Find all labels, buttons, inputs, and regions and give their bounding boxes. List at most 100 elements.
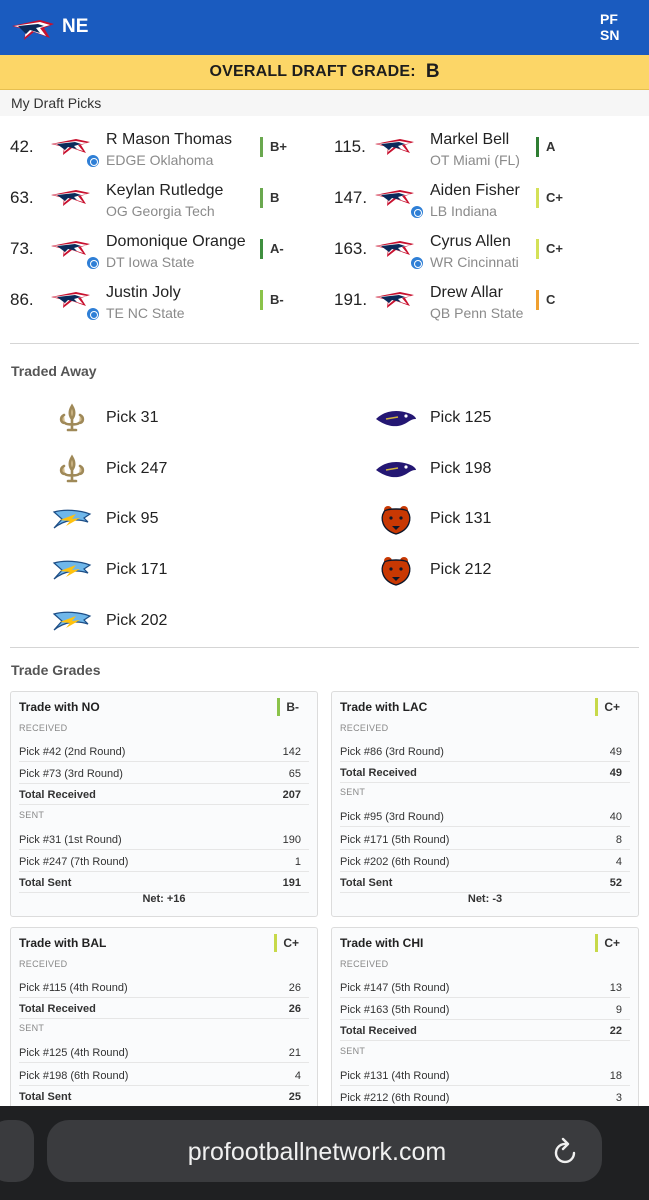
address-bar[interactable]: profootballnetwork.com (47, 1120, 602, 1182)
trade-grade-badge: C+ (595, 934, 620, 952)
draft-pick-row[interactable]: 163. Cyrus Allen WR Cincinnati C+ (334, 233, 634, 277)
section-traded-away: Traded Away (11, 363, 97, 379)
table-row: Pick #163 (5th Round) 9 (340, 1000, 630, 1020)
patriots-logo-icon (51, 241, 90, 257)
trade-grade-badge: B- (277, 698, 299, 716)
total-sent-row: Total Sent 52 (340, 873, 630, 893)
sent-label: SENT (340, 787, 366, 797)
brand-line-2: SN (600, 27, 619, 42)
pick-number: 42. (10, 137, 34, 156)
traded-pick-label: Pick 31 (106, 409, 159, 426)
pick-grade: A (536, 137, 555, 157)
ravens-logo-icon (376, 411, 416, 427)
pick-grade: B (260, 188, 279, 208)
star-badge-icon (85, 153, 101, 169)
overall-grade-value: B (425, 61, 440, 82)
table-row: Pick #147 (5th Round) 13 (340, 978, 630, 998)
draft-pick-row[interactable]: 73. Domonique Orange DT Iowa State A- (10, 233, 310, 277)
player-name[interactable]: Cyrus Allen (430, 233, 511, 250)
traded-pick-label: Pick 171 (106, 561, 168, 578)
table-row: Pick #212 (6th Round) 3 (340, 1088, 630, 1108)
draft-pick-row[interactable]: 115. Markel Bell OT Miami (FL) A (334, 131, 634, 175)
table-row: Pick #202 (6th Round) 4 (340, 852, 630, 872)
team-header: NE PF SN (0, 0, 649, 55)
traded-pick-label: Pick 202 (106, 612, 168, 629)
traded-pick-item: Pick 212 (334, 551, 634, 591)
sent-label: SENT (19, 810, 45, 820)
player-name[interactable]: R Mason Thomas (106, 131, 232, 148)
player-name[interactable]: Justin Joly (106, 284, 181, 301)
star-badge-icon (85, 306, 101, 322)
player-name[interactable]: Markel Bell (430, 131, 510, 148)
player-position-school: QB Penn State (430, 305, 524, 321)
total-received-row: Total Received 22 (340, 1021, 630, 1041)
traded-pick-label: Pick 212 (430, 561, 492, 578)
traded-pick-item: Pick 171 (10, 551, 310, 591)
draft-pick-row[interactable]: 191. Drew Allar QB Penn State C (334, 284, 634, 328)
traded-pick-label: Pick 95 (106, 510, 159, 527)
traded-pick-item: Pick 202 (10, 602, 310, 642)
saints-logo-icon (59, 454, 85, 483)
traded-pick-item: Pick 31 (10, 399, 310, 439)
trade-title: Trade with NO (19, 700, 100, 714)
pick-number: 63. (10, 188, 34, 207)
trade-title: Trade with BAL (19, 936, 107, 950)
section-my-draft-picks: My Draft Picks (0, 90, 649, 116)
patriots-logo-icon (375, 292, 414, 308)
player-position-school: WR Cincinnati (430, 254, 519, 270)
browser-toolbar: profootballnetwork.com (0, 1106, 649, 1200)
section-trade-grades: Trade Grades (11, 662, 101, 678)
traded-pick-item: Pick 95 (10, 500, 310, 540)
table-row: Pick #73 (3rd Round) 65 (19, 764, 309, 784)
pick-grade: C+ (536, 188, 563, 208)
table-row: Pick #86 (3rd Round) 49 (340, 742, 630, 762)
draft-pick-row[interactable]: 86. Justin Joly TE NC State B- (10, 284, 310, 328)
divider (10, 343, 639, 344)
patriots-logo-icon (375, 241, 414, 257)
player-name[interactable]: Drew Allar (430, 284, 503, 301)
player-name[interactable]: Domonique Orange (106, 233, 246, 250)
chargers-logo-icon (52, 611, 92, 631)
table-row: Pick #115 (4th Round) 26 (19, 978, 309, 998)
trade-title: Trade with CHI (340, 936, 424, 950)
draft-pick-row[interactable]: 42. R Mason Thomas EDGE Oklahoma B+ (10, 131, 310, 175)
url-text[interactable]: profootballnetwork.com (187, 1138, 447, 1166)
trade-title: Trade with LAC (340, 700, 428, 714)
pick-number: 115. (334, 137, 366, 156)
reload-icon[interactable] (552, 1136, 580, 1166)
net-value: Net: +16 (142, 893, 186, 905)
trade-card-chi: Trade with CHI C+ RECEIVED Pick #147 (5t… (331, 927, 639, 1117)
tabs-button[interactable] (0, 1120, 34, 1182)
player-name[interactable]: Keylan Rutledge (106, 182, 224, 199)
traded-pick-item: Pick 125 (334, 399, 634, 439)
net-value: Net: -3 (467, 893, 503, 905)
star-badge-icon (409, 255, 425, 271)
total-received-row: Total Received 207 (19, 785, 309, 805)
table-row: Pick #247 (7th Round) 1 (19, 852, 309, 872)
traded-pick-item: Pick 131 (334, 500, 634, 540)
table-row: Pick #125 (4th Round) 21 (19, 1043, 309, 1063)
pick-number: 86. (10, 290, 34, 309)
total-sent-row: Total Sent 25 (19, 1087, 309, 1107)
bears-logo-icon (381, 506, 411, 535)
patriots-logo-icon (12, 20, 54, 40)
traded-pick-label: Pick 198 (430, 460, 492, 477)
table-row: Pick #42 (2nd Round) 142 (19, 742, 309, 762)
received-label: RECEIVED (19, 723, 68, 733)
pfsn-logo-icon[interactable]: PF SN (598, 10, 628, 42)
draft-pick-row[interactable]: 147. Aiden Fisher LB Indiana C+ (334, 182, 634, 226)
table-row: Pick #95 (3rd Round) 40 (340, 807, 630, 827)
sent-label: SENT (19, 1023, 45, 1033)
table-row: Pick #198 (6th Round) 4 (19, 1066, 309, 1086)
player-name[interactable]: Aiden Fisher (430, 182, 520, 199)
pick-grade: C+ (536, 239, 563, 259)
divider (10, 647, 639, 648)
chargers-logo-icon (52, 509, 92, 529)
draft-pick-row[interactable]: 63. Keylan Rutledge OG Georgia Tech B (10, 182, 310, 226)
pick-grade: A- (260, 239, 284, 259)
total-received-row: Total Received 49 (340, 763, 630, 783)
received-label: RECEIVED (19, 959, 68, 969)
pick-number: 147. (334, 188, 368, 207)
pick-grade: C (536, 290, 555, 310)
pick-number: 73. (10, 239, 34, 258)
